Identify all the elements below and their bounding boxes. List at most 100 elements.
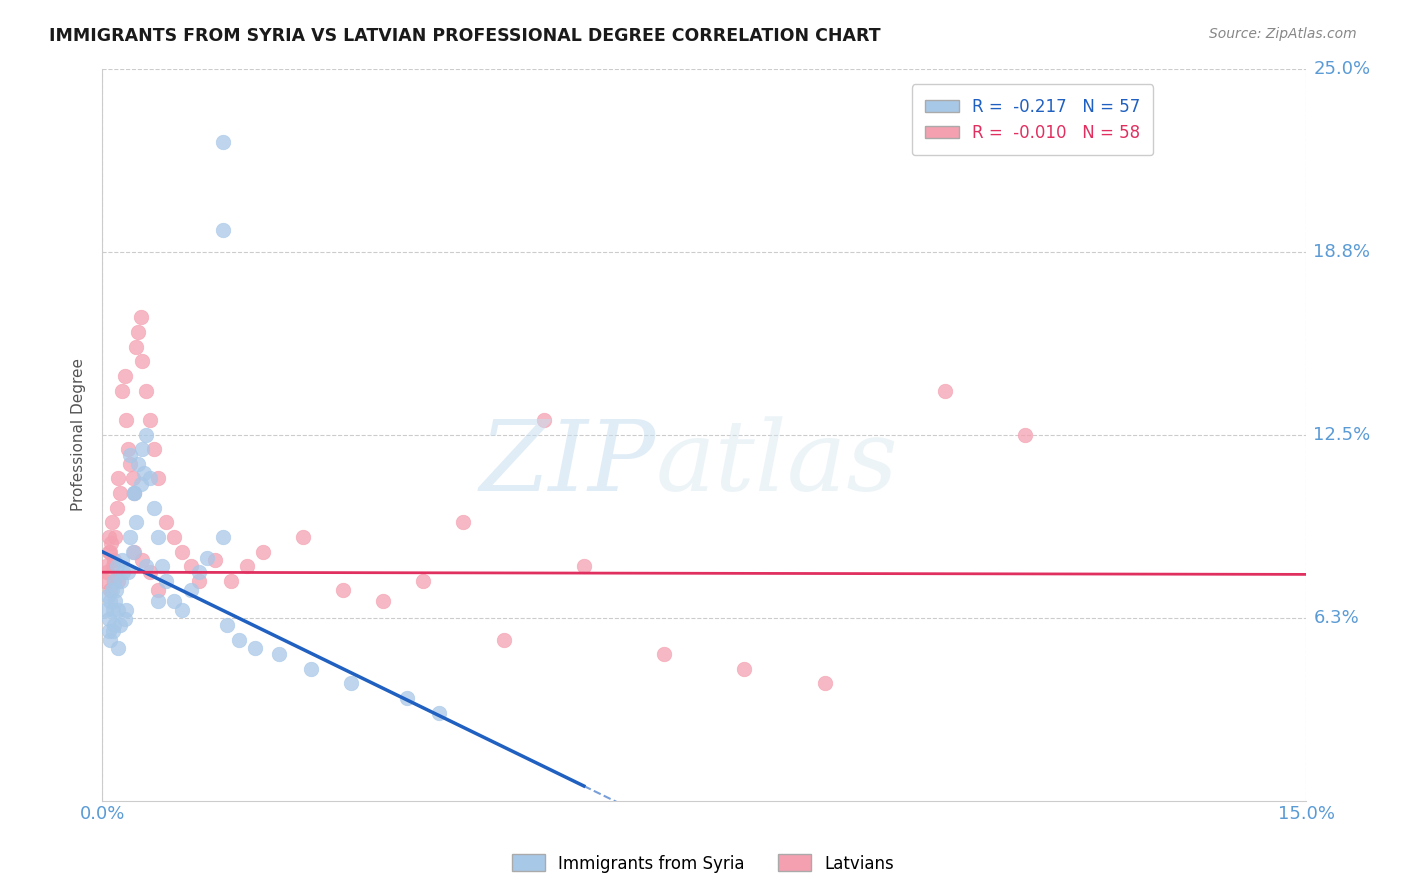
Point (117, 565, 139, 579)
Point (211, 135, 233, 149)
Point (129, 477, 152, 491)
Point (155, 516, 177, 530)
Point (107, 603, 129, 617)
Point (103, 574, 125, 588)
Point (121, 471, 143, 485)
Point (107, 641, 129, 656)
Text: 6.3%: 6.3% (1313, 608, 1360, 626)
Point (243, 641, 266, 656)
Point (108, 618, 131, 632)
Point (110, 574, 132, 588)
Point (155, 574, 177, 588)
Point (101, 603, 124, 617)
Point (228, 632, 250, 647)
Point (252, 545, 274, 559)
Point (117, 442, 139, 457)
Point (1014, 427, 1036, 442)
Point (340, 676, 363, 690)
Point (179, 582, 201, 597)
Point (96, 603, 118, 617)
Point (112, 565, 135, 579)
Point (111, 384, 134, 398)
Point (103, 624, 125, 638)
Text: Source: ZipAtlas.com: Source: ZipAtlas.com (1209, 27, 1357, 41)
Point (114, 612, 136, 626)
Point (132, 466, 155, 480)
Point (104, 530, 127, 544)
Point (267, 647, 290, 661)
Point (195, 550, 218, 565)
Point (101, 516, 124, 530)
Point (148, 594, 170, 608)
Point (124, 486, 146, 500)
Point (96, 565, 118, 579)
Text: 18.8%: 18.8% (1313, 243, 1371, 260)
Point (215, 618, 238, 632)
Point (572, 559, 595, 574)
Point (120, 457, 142, 471)
Text: 25.0%: 25.0% (1313, 60, 1371, 78)
Point (103, 574, 125, 588)
Point (111, 553, 134, 567)
Point (125, 340, 148, 354)
Point (934, 384, 956, 398)
Point (148, 471, 170, 485)
Point (148, 530, 170, 544)
Point (163, 530, 186, 544)
Point (98, 530, 121, 544)
Text: 12.5%: 12.5% (1313, 425, 1371, 443)
Point (124, 486, 146, 500)
Point (120, 530, 142, 544)
Point (235, 559, 257, 574)
Point (139, 471, 162, 485)
Point (104, 594, 127, 608)
Point (163, 594, 186, 608)
Point (124, 545, 146, 559)
Point (492, 632, 515, 647)
Point (98, 545, 121, 559)
Point (98, 594, 121, 608)
Point (97, 612, 120, 626)
Point (114, 369, 136, 384)
Point (98, 632, 121, 647)
Point (533, 413, 555, 427)
Point (412, 574, 434, 588)
Point (98, 624, 121, 638)
Point (396, 691, 419, 706)
Point (187, 574, 209, 588)
Point (135, 384, 157, 398)
Point (97, 589, 120, 603)
Point (124, 486, 146, 500)
Point (121, 545, 143, 559)
Point (93, 574, 115, 588)
Point (131, 442, 153, 457)
Point (139, 413, 162, 427)
Point (101, 582, 124, 597)
Point (733, 662, 755, 676)
Point (131, 553, 153, 567)
Point (135, 427, 157, 442)
Point (100, 536, 122, 550)
Point (127, 325, 149, 339)
Legend: Immigrants from Syria, Latvians: Immigrants from Syria, Latvians (505, 847, 901, 880)
Point (172, 603, 194, 617)
Point (453, 516, 475, 530)
Point (115, 413, 138, 427)
Text: atlas: atlas (657, 417, 898, 511)
Point (108, 486, 131, 500)
Point (115, 603, 138, 617)
Point (373, 594, 395, 608)
Point (97, 545, 120, 559)
Legend: R =  -0.217   N = 57, R =  -0.010   N = 58: R = -0.217 N = 57, R = -0.010 N = 58 (912, 84, 1153, 155)
Point (143, 500, 166, 515)
Point (299, 662, 322, 676)
Point (105, 500, 128, 515)
Point (172, 545, 194, 559)
Point (131, 354, 153, 368)
Point (105, 559, 128, 574)
Point (129, 310, 152, 325)
Point (211, 530, 233, 544)
Point (107, 574, 129, 588)
Point (135, 559, 157, 574)
Point (127, 457, 149, 471)
